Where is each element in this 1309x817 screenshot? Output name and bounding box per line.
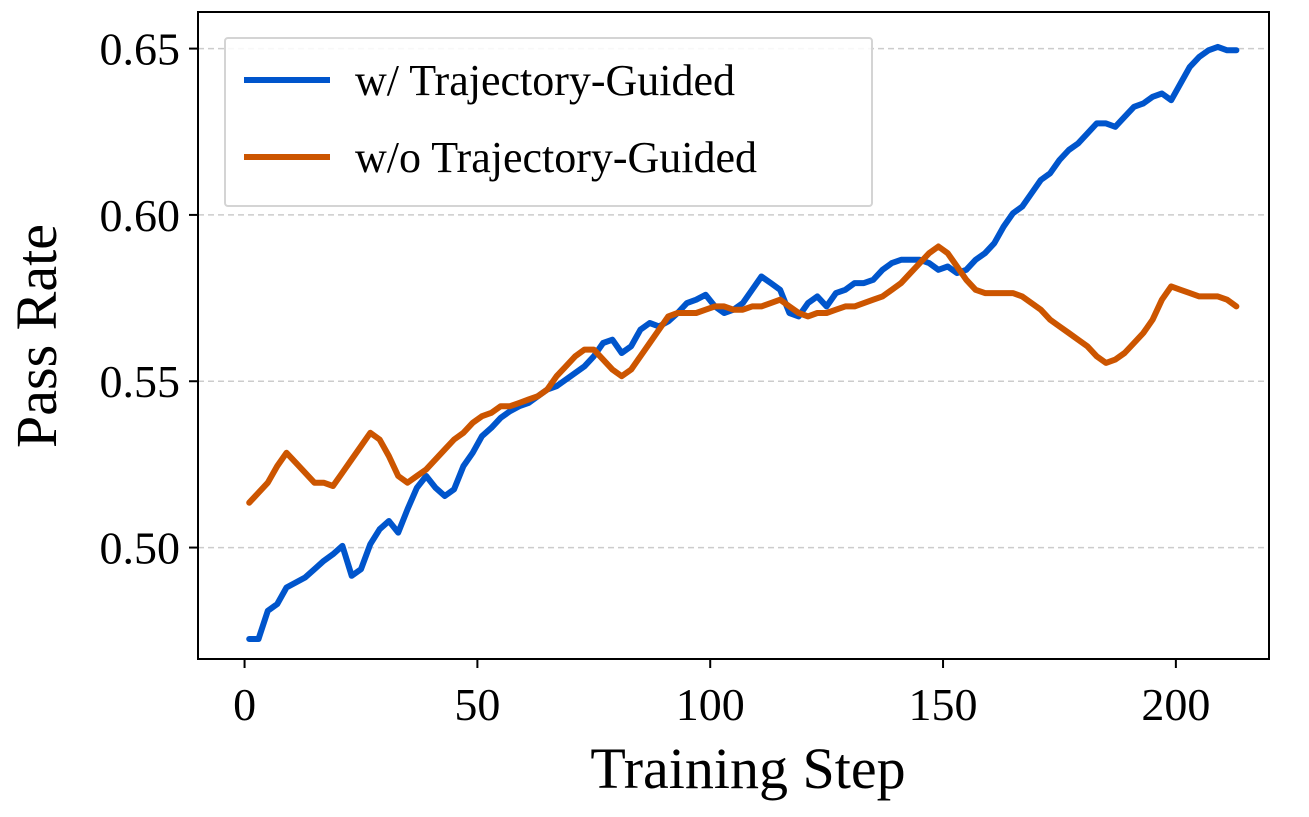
x-tick-label: 150: [909, 679, 978, 730]
plot-frame: [197, 11, 1270, 660]
x-axis-title: Training Step: [590, 736, 905, 801]
x-tick-label: 0: [233, 679, 256, 730]
y-tick-label: 0.65: [100, 24, 181, 75]
series-lines: [246, 43, 1240, 642]
y-tick-label: 0.50: [100, 523, 181, 574]
legend: w/ Trajectory-Guided w/o Trajectory-Guid…: [224, 37, 873, 207]
series-line-w-o-trajectory-guided: [246, 243, 1240, 506]
legend-label-wo-trajectory-guided: w/o Trajectory-Guided: [355, 133, 757, 182]
series-line-w-trajectory-guided: [246, 43, 1240, 642]
y-tick-label: 0.55: [100, 356, 181, 407]
axis-ticks: 0.50 0.55 0.60 0.65 0 50 100 150 200: [100, 24, 1211, 730]
x-tick-label: 200: [1141, 679, 1210, 730]
x-tick-label: 100: [676, 679, 745, 730]
legend-label-w-trajectory-guided: w/ Trajectory-Guided: [355, 56, 735, 105]
y-tick-label: 0.60: [100, 190, 181, 241]
x-tick-label: 50: [454, 679, 500, 730]
legend-frame: [224, 37, 873, 207]
y-axis-title: Pass Rate: [4, 224, 69, 448]
